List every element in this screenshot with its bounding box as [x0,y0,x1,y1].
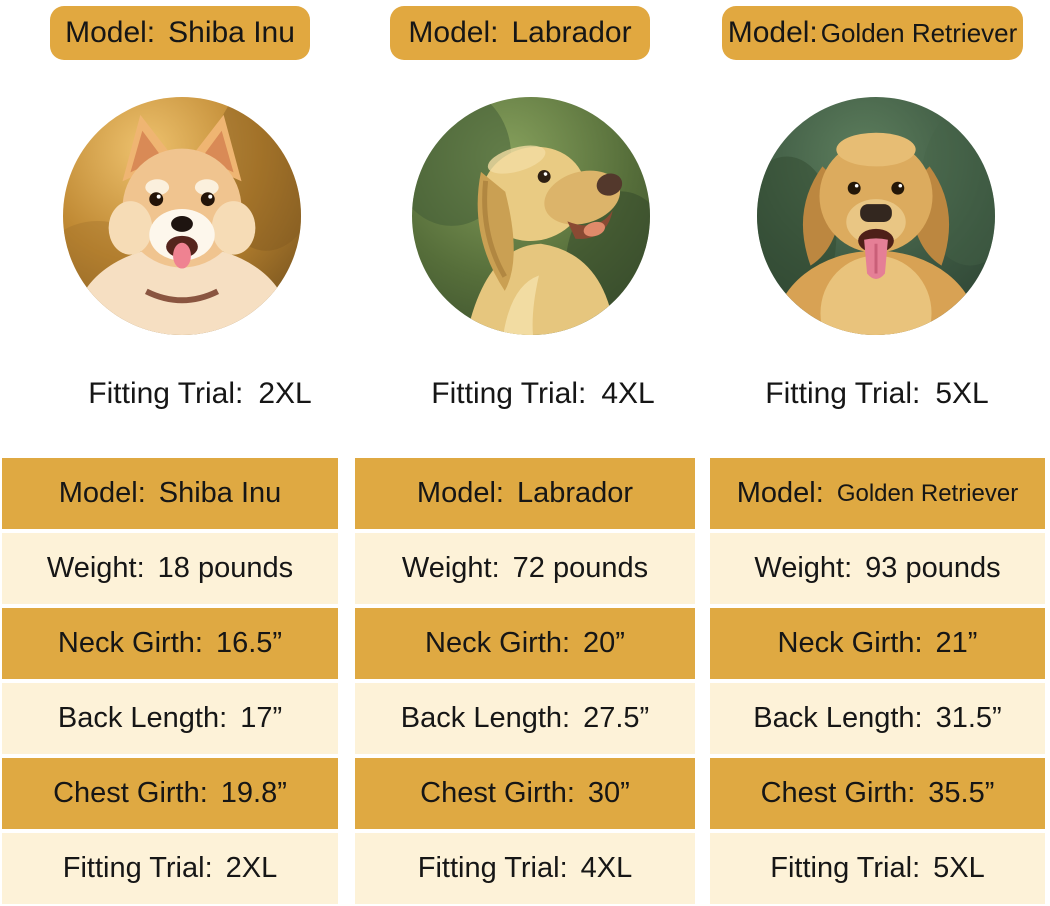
shiba-inu-photo [63,97,301,335]
spec-value: 27.5” [583,702,650,734]
spec-value: Golden Retriever [836,479,1019,507]
labrador-illustration [412,97,650,335]
spec-label: Model: [736,477,824,509]
spec-row-back-length: Back Length: 17” [2,683,338,754]
spec-value: 2XL [225,852,278,884]
spec-label: Back Length: [753,702,923,734]
spec-row-model: Model: Shiba Inu [2,458,338,529]
spec-label: Weight: [46,552,145,584]
spec-label: Neck Girth: [777,627,923,659]
spec-row-model: Model: Golden Retriever [710,458,1045,529]
model-badge-labrador: Model: Labrador [390,6,650,60]
spec-value: Labrador [516,477,634,509]
spec-table-shiba-inu: Model: Shiba Inu Weight: 18 pounds Neck … [2,458,338,904]
fitting-trial-label: Fitting Trial: [765,377,921,410]
spec-value: 4XL [580,852,633,884]
spec-label: Fitting Trial: [62,852,213,884]
model-badge-value: Golden Retriever [820,17,1018,48]
spec-row-weight: Weight: 93 pounds [710,533,1045,604]
fitting-trial-value: 4XL [601,377,655,410]
spec-label: Model: [58,477,146,509]
fitting-trial-caption-golden-retriever: Fitting Trial: 5XL [712,377,1042,411]
spec-table-labrador: Model: Labrador Weight: 72 pounds Neck G… [355,458,695,904]
model-badge-shiba-inu: Model: Shiba Inu [50,6,310,60]
fitting-trial-label: Fitting Trial: [431,377,587,410]
spec-value: 21” [935,627,978,659]
model-badge-golden-retriever: Model: Golden Retriever [722,6,1023,60]
spec-row-fitting-trial: Fitting Trial: 5XL [710,833,1045,904]
spec-row-weight: Weight: 72 pounds [355,533,695,604]
model-badge-value: Labrador [511,16,632,49]
spec-row-back-length: Back Length: 27.5” [355,683,695,754]
spec-row-fitting-trial: Fitting Trial: 2XL [2,833,338,904]
spec-row-chest-girth: Chest Girth: 35.5” [710,758,1045,829]
spec-label: Neck Girth: [425,627,571,659]
spec-value: 19.8” [220,777,287,809]
model-badge-value: Shiba Inu [168,16,295,49]
fitting-trial-value: 2XL [258,377,312,410]
spec-row-model: Model: Labrador [355,458,695,529]
spec-label: Back Length: [400,702,571,734]
fitting-trial-caption-labrador: Fitting Trial: 4XL [378,377,708,411]
spec-value: 16.5” [215,627,283,659]
spec-label: Fitting Trial: [770,852,921,884]
spec-label: Weight: [401,552,500,584]
spec-value: 30” [587,777,630,809]
model-badge-label: Model: [408,16,499,49]
spec-label: Neck Girth: [57,627,203,659]
spec-label: Chest Girth: [53,777,208,809]
golden-retriever-photo [757,97,995,335]
spec-table-golden-retriever: Model: Golden Retriever Weight: 93 pound… [710,458,1045,904]
spec-label: Fitting Trial: [417,852,568,884]
fitting-trial-caption-shiba-inu: Fitting Trial: 2XL [35,377,365,411]
spec-label: Back Length: [57,702,228,734]
spec-row-fitting-trial: Fitting Trial: 4XL [355,833,695,904]
spec-row-neck-girth: Neck Girth: 20” [355,608,695,679]
spec-row-back-length: Back Length: 31.5” [710,683,1045,754]
spec-row-chest-girth: Chest Girth: 19.8” [2,758,338,829]
spec-value: 18 pounds [157,552,294,584]
spec-label: Weight: [754,552,853,584]
spec-label: Model: [416,477,504,509]
spec-value: 20” [583,627,625,659]
spec-row-weight: Weight: 18 pounds [2,533,338,604]
labrador-photo [412,97,650,335]
spec-row-neck-girth: Neck Girth: 21” [710,608,1045,679]
model-badge-label: Model: [65,16,156,49]
fitting-trial-label: Fitting Trial: [88,377,244,410]
spec-value: 72 pounds [512,552,649,584]
spec-label: Chest Girth: [420,777,575,809]
spec-value: 35.5” [928,777,995,809]
spec-value: 17” [240,702,283,734]
model-badge-label: Model: [727,16,818,49]
spec-row-neck-girth: Neck Girth: 16.5” [2,608,338,679]
spec-value: 31.5” [935,702,1002,734]
spec-value: 5XL [933,852,985,884]
golden-retriever-illustration [757,97,995,335]
spec-value: Shiba Inu [158,477,282,509]
spec-label: Chest Girth: [760,777,916,809]
shiba-inu-illustration [63,97,301,335]
spec-row-chest-girth: Chest Girth: 30” [355,758,695,829]
spec-value: 93 pounds [865,552,1001,584]
fitting-trial-value: 5XL [935,377,989,410]
